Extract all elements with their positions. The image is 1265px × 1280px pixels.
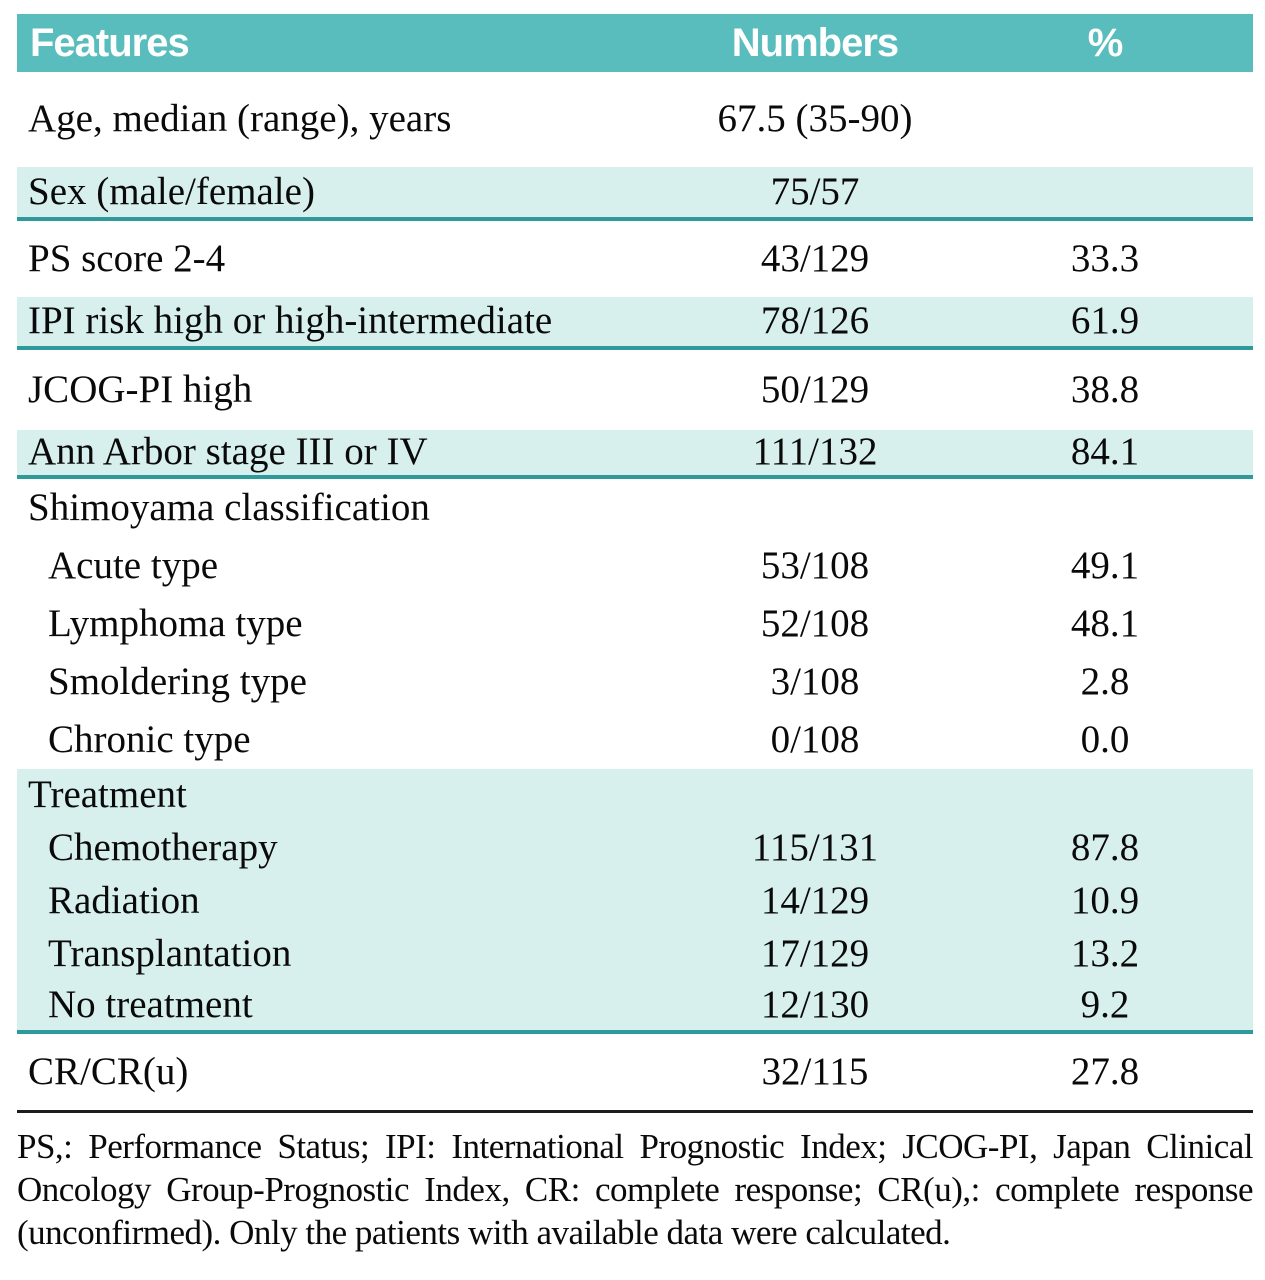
footnote-line: Oncology Group-Prognostic Index, CR: com… [17, 1170, 1254, 1209]
feature-cell: Treatment [28, 773, 187, 817]
table-row-lymphoma-type: Lymphoma type 52/108 48.1 [17, 595, 1253, 653]
percent-cell: 27.8 [1070, 1049, 1140, 1093]
feature-cell: Ann Arbor stage III or IV [28, 430, 428, 474]
table-row-chemotherapy: Chemotherapy 115/131 87.8 [17, 822, 1253, 875]
table-row-no-treatment: No treatment 12/130 9.2 [17, 981, 1253, 1034]
feature-cell: No treatment [48, 983, 253, 1027]
percent-cell: 13.2 [1070, 932, 1140, 976]
footnote-line: PS,: Performance Status; IPI: Internatio… [17, 1127, 1254, 1166]
numbers-cell: 78/126 [760, 299, 870, 343]
table-row-chronic-type: Chronic type 0/108 0.0 [17, 711, 1253, 769]
table-row-shimoyama-group: Shimoyama classification [17, 479, 1253, 537]
column-header-numbers: Numbers [731, 20, 899, 65]
numbers-cell: 111/132 [752, 430, 878, 474]
numbers-cell: 3/108 [770, 659, 860, 703]
numbers-cell: 52/108 [760, 601, 870, 645]
percent-cell: 61.9 [1070, 299, 1140, 343]
numbers-cell: 32/115 [761, 1049, 869, 1093]
feature-cell: Radiation [48, 879, 200, 923]
numbers-cell: 115/131 [751, 826, 879, 870]
numbers-cell: 12/130 [760, 983, 870, 1027]
feature-cell: Transplantation [48, 932, 292, 976]
numbers-cell: 0/108 [770, 717, 860, 761]
column-header-features: Features [30, 20, 190, 65]
feature-cell: Age, median (range), years [28, 97, 452, 141]
feature-cell: PS score 2-4 [28, 236, 226, 280]
table-row-acute-type: Acute type 53/108 49.1 [17, 537, 1253, 595]
table-row-transplantation: Transplantation 17/129 13.2 [17, 928, 1253, 981]
table-row-cr: CR/CR(u) 32/115 27.8 [17, 1034, 1253, 1113]
patient-characteristics-table: Features Numbers % Age, median (range), … [17, 14, 1254, 1254]
percent-cell: 2.8 [1080, 659, 1130, 703]
table-row-radiation: Radiation 14/129 10.9 [17, 875, 1253, 928]
feature-cell: IPI risk high or high-intermediate [28, 299, 553, 343]
feature-cell: Acute type [48, 543, 219, 587]
percent-cell: 10.9 [1070, 879, 1140, 923]
percent-cell: 0.0 [1080, 717, 1130, 761]
numbers-cell: 67.5 (35-90) [717, 97, 913, 141]
column-header-percent: % [1087, 20, 1124, 65]
numbers-cell: 43/129 [760, 236, 870, 280]
footnote-line: (unconfirmed). Only the patients with av… [17, 1213, 951, 1252]
numbers-cell: 17/129 [760, 932, 870, 976]
numbers-cell: 75/57 [770, 169, 860, 213]
table-footnote: PS,: Performance Status; IPI: Internatio… [17, 1113, 1254, 1254]
percent-cell: 84.1 [1070, 430, 1140, 474]
table-header-row: Features Numbers % [17, 14, 1253, 72]
feature-cell: Smoldering type [48, 659, 307, 703]
table-row-age: Age, median (range), years 67.5 (35-90) [17, 72, 1253, 167]
numbers-cell: 14/129 [760, 879, 870, 923]
table-row-sex: Sex (male/female) 75/57 [17, 167, 1253, 221]
percent-cell: 9.2 [1080, 983, 1130, 1027]
table-row-treatment-group: Treatment [17, 769, 1253, 822]
feature-cell: Chronic type [48, 717, 251, 761]
numbers-cell: 53/108 [760, 543, 870, 587]
table-row-jcog-pi: JCOG-PI high 50/129 38.8 [17, 350, 1253, 430]
table-row-ipi-risk: IPI risk high or high-intermediate 78/12… [17, 297, 1253, 350]
table-row-ann-arbor: Ann Arbor stage III or IV 111/132 84.1 [17, 430, 1253, 479]
percent-cell: 38.8 [1070, 367, 1140, 411]
feature-cell: Shimoyama classification [28, 485, 430, 529]
feature-cell: CR/CR(u) [28, 1049, 189, 1093]
feature-cell: Lymphoma type [48, 601, 303, 645]
percent-cell: 49.1 [1070, 543, 1140, 587]
table-row-smoldering-type: Smoldering type 3/108 2.8 [17, 653, 1253, 711]
feature-cell: JCOG-PI high [28, 367, 253, 411]
numbers-cell: 50/129 [760, 367, 870, 411]
percent-cell: 87.8 [1070, 826, 1140, 870]
feature-cell: Chemotherapy [48, 826, 278, 870]
table-row-ps-score: PS score 2-4 43/129 33.3 [17, 221, 1253, 297]
feature-cell: Sex (male/female) [28, 169, 315, 213]
percent-cell: 48.1 [1070, 601, 1140, 645]
percent-cell: 33.3 [1070, 236, 1140, 280]
